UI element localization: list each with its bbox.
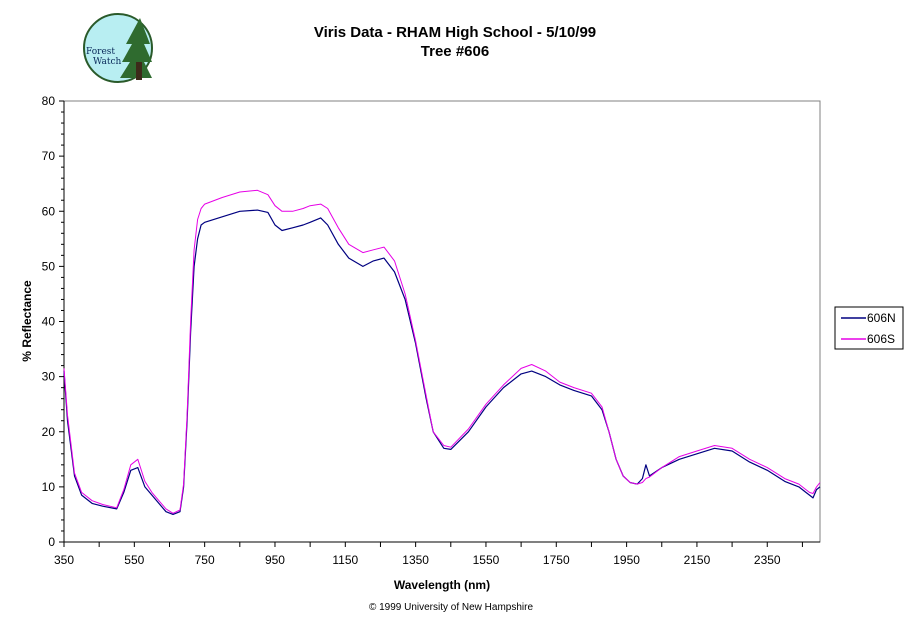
x-tick-label: 1150 [332,553,358,567]
x-tick-label: 550 [124,553,144,567]
x-tick-label: 950 [265,553,285,567]
series-lines [63,189,821,516]
y-tick-label: 60 [42,204,56,218]
y-tick-label: 50 [42,259,56,273]
x-tick-label: 2150 [684,553,711,567]
y-tick-label: 80 [42,94,56,108]
x-tick-label: 2350 [754,553,781,567]
y-axis: 0 10 20 30 40 50 60 70 80 [42,94,65,549]
logo-text-watch: Watch [93,57,121,67]
chart-subtitle: Tree #606 [421,43,489,60]
copyright-footer: © 1999 University of New Hampshire [369,602,534,613]
legend: 606N 606S [834,306,904,350]
y-tick-label: 70 [42,149,56,163]
x-tick-label: 1350 [402,553,429,567]
y-axis-title: % Reflectance [20,280,34,362]
y-tick-label: 40 [42,315,56,329]
plot-area [63,100,821,543]
x-axis-title: Wavelength (nm) [394,578,490,592]
chart-title: Viris Data - RHAM High School - 5/10/99 [314,24,596,41]
x-tick-label: 1950 [613,553,640,567]
y-tick-label: 30 [42,370,56,384]
forest-watch-logo: Forest Watch [83,13,153,83]
legend-box [834,306,904,350]
series-line-606S [63,189,821,514]
x-axis: 350 550 750 950 1150 1350 1550 1750 1950 2150 2350 [54,541,820,567]
legend-label-606N: 606N [867,311,896,325]
legend-label-606S: 606S [867,332,895,346]
x-tick-label: 750 [195,553,215,567]
x-tick-label: 350 [54,553,74,567]
x-tick-label: 1550 [473,553,500,567]
logo-text-forest: Forest [86,47,115,57]
y-tick-label: 0 [48,535,55,549]
y-tick-label: 20 [42,425,56,439]
y-tick-label: 10 [42,480,56,494]
x-tick-label: 1750 [543,553,570,567]
series-line-606N [63,209,821,516]
